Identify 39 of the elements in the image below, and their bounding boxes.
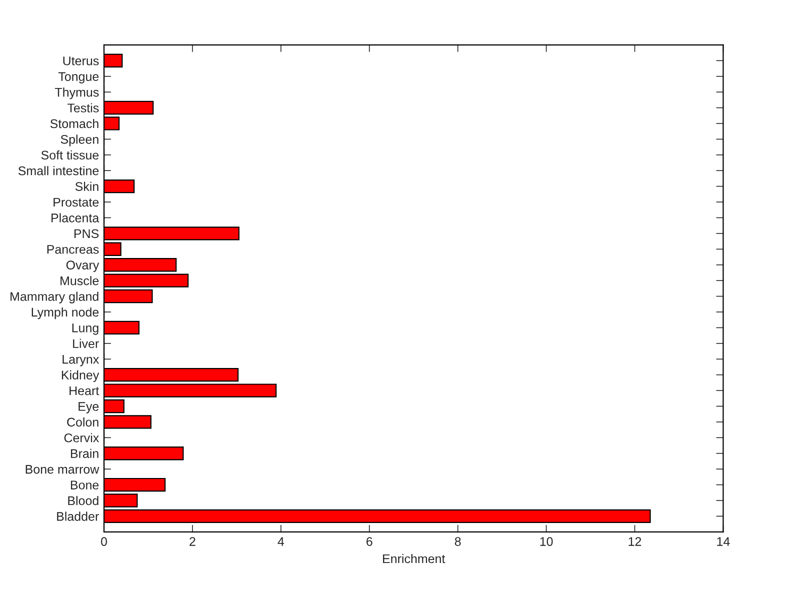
x-axis-title: Enrichment bbox=[383, 554, 446, 564]
y-tick-label: Larynx bbox=[62, 355, 100, 366]
y-tick-label: Stomach bbox=[50, 118, 98, 128]
y-tick-label: Skin bbox=[75, 182, 98, 191]
y-tick-label: Lung bbox=[72, 324, 98, 335]
x-tick-label: 10 bbox=[540, 537, 553, 546]
y-tick-label: Uterus bbox=[63, 56, 99, 66]
y-tick-label: Kidney bbox=[62, 370, 100, 382]
y-tick-label: PNS bbox=[74, 229, 99, 238]
y-tick-label: Testis bbox=[67, 103, 99, 112]
y-tick-label: Ovary bbox=[66, 260, 100, 272]
y-tick-label: Lymph node bbox=[32, 307, 99, 320]
y-tick-label: Heart bbox=[70, 386, 100, 396]
y-tick-label: Spleen bbox=[60, 134, 98, 146]
y-tick-label: Placenta bbox=[52, 213, 100, 222]
x-tick-label: 0 bbox=[101, 537, 107, 546]
x-tick-label: 12 bbox=[628, 537, 642, 546]
y-tick-label: Mammary gland bbox=[10, 292, 98, 304]
y-tick-label: Liver bbox=[73, 338, 99, 348]
x-tick-label: 14 bbox=[717, 537, 730, 546]
y-tick-label: Prostate bbox=[54, 198, 99, 207]
y-tick-label: Brain bbox=[70, 448, 98, 458]
x-tick-label: 6 bbox=[366, 537, 372, 546]
y-tick-label: Soft tissue bbox=[41, 150, 99, 160]
y-tick-label: Tongue bbox=[58, 72, 99, 84]
y-tick-label: Muscle bbox=[60, 276, 99, 286]
y-tick-label: Eye bbox=[78, 402, 99, 414]
y-tick-label: Bone marrow bbox=[26, 465, 100, 474]
y-tick-label: Cervix bbox=[64, 433, 100, 442]
x-tick-label: 4 bbox=[278, 537, 284, 546]
y-tick-label: Bone bbox=[70, 480, 99, 490]
y-tick-label: Bladder bbox=[57, 512, 99, 521]
y-tick-label: Small intestine bbox=[18, 166, 99, 176]
y-tick-label: Thymus bbox=[54, 88, 99, 100]
x-tick-label: 2 bbox=[190, 537, 196, 546]
y-tick-label: Pancreas bbox=[47, 245, 99, 254]
x-tick-label: 8 bbox=[454, 537, 461, 546]
y-tick-label: Colon bbox=[67, 417, 98, 427]
y-tick-label: Blood bbox=[68, 496, 98, 506]
